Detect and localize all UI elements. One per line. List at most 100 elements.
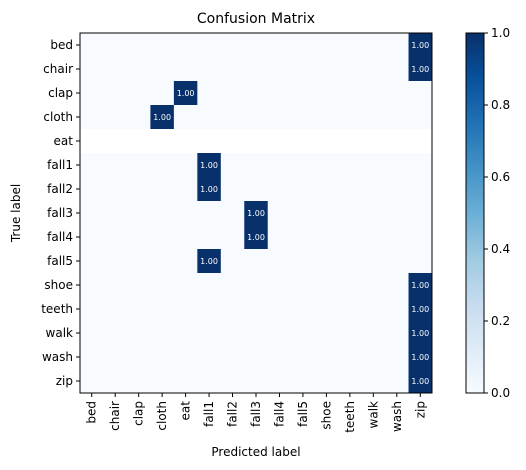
y-tick-label: walk [46,326,74,340]
heatmap-cell [338,177,363,202]
heatmap-cell [408,249,433,274]
y-tick-label: wash [42,350,73,364]
heatmap-cell [291,273,316,298]
x-tick-label: chair [108,401,122,431]
heatmap-cell [314,153,339,178]
heatmap-cell [361,57,386,82]
heatmap-cell [361,33,386,58]
heatmap-cell [80,33,104,58]
heatmap-cell [338,33,363,58]
heatmap-cell [291,57,316,82]
heatmap-cell [385,129,410,154]
heatmap-cell [150,57,175,82]
heatmap-cell [126,105,151,130]
heatmap-cell [220,201,245,226]
heatmap-cell [267,345,292,370]
heatmap-cell [314,297,339,322]
heatmap-cell [244,273,269,298]
heatmap-cell [338,225,363,250]
x-tick-label: zip [413,401,427,418]
heatmap-cells [80,33,433,394]
heatmap-cell [126,129,151,154]
colorbar-tick-label: 1.0 [491,26,510,40]
heatmap-cell [220,249,245,274]
heatmap-cell [173,129,198,154]
heatmap-cell [408,105,433,130]
heatmap-cell [80,201,104,226]
heatmap-cell [173,57,198,82]
heatmap-cell [338,105,363,130]
heatmap-cell [385,177,410,202]
heatmap-cell [408,225,433,250]
heatmap-cell [150,225,175,250]
heatmap-cell [244,33,269,58]
heatmap-cell [338,345,363,370]
x-tick-label: wash [390,401,404,432]
heatmap-cell [267,57,292,82]
heatmap-cell [80,225,104,250]
y-axis-label: True label [9,184,23,243]
heatmap-cell-labels: 1.00 1.00 1.00 1.00 1.00 1.00 1.00 1.00 1.00 1.00… [153,41,429,386]
heatmap-cell [385,57,410,82]
heatmap-cell [220,57,245,82]
x-tick-label: fall3 [249,401,263,427]
heatmap-cell [244,321,269,346]
heatmap-cell [197,153,222,178]
y-tick-label: fall1 [47,158,73,172]
cell-value-label: 1.00 [247,233,265,242]
heatmap-cell [150,177,175,202]
heatmap-cell [408,129,433,154]
heatmap-cell [150,153,175,178]
heatmap-cell [385,105,410,130]
heatmap-cell [150,81,175,106]
heatmap-cell [126,249,151,274]
heatmap-cell [244,201,269,226]
heatmap-cell [291,105,316,130]
heatmap-cell [150,201,175,226]
heatmap-cell [291,297,316,322]
heatmap-cell [80,369,104,394]
heatmap-cell [291,321,316,346]
colorbar-tick-label: 0.4 [491,242,510,256]
heatmap-cell [291,201,316,226]
x-tick-label: teeth [343,401,357,433]
heatmap-cell [103,249,128,274]
heatmap-cell [244,129,269,154]
heatmap-cell [314,321,339,346]
heatmap-cell [173,81,198,106]
heatmap-cell [220,297,245,322]
x-tick-label: fall2 [226,401,240,427]
y-tick-label: chair [43,62,73,76]
heatmap-cell [103,129,128,154]
heatmap-cell [244,177,269,202]
heatmap-cell [197,105,222,130]
x-tick-label: bed [85,401,99,424]
heatmap-cell [267,249,292,274]
heatmap-cell [150,321,175,346]
y-tick-label: eat [54,134,74,148]
heatmap-cell [314,177,339,202]
heatmap-cell [173,321,198,346]
heatmap-cell [291,345,316,370]
heatmap-cell [267,105,292,130]
heatmap-cell [80,81,104,106]
heatmap-cell [103,321,128,346]
colorbar-tick-label: 0.2 [491,314,510,328]
heatmap-cell [244,153,269,178]
heatmap-cell [314,273,339,298]
heatmap-cell [150,105,175,130]
heatmap-cell [244,81,269,106]
heatmap-cell [314,33,339,58]
heatmap-cell [267,297,292,322]
heatmap-cell [173,105,198,130]
colorbar-tick-label: 0.0 [491,386,510,400]
cell-value-label: 1.00 [247,209,265,218]
colorbar-ticks: 0.0 0.2 0.4 0.6 0.8 1.0 [484,26,510,400]
heatmap-cell [173,249,198,274]
heatmap-cell [197,129,222,154]
heatmap-cell [244,297,269,322]
x-tick-label: fall5 [296,401,310,427]
heatmap-cell [173,225,198,250]
heatmap-cell [126,273,151,298]
x-tick-label: cloth [155,401,169,431]
